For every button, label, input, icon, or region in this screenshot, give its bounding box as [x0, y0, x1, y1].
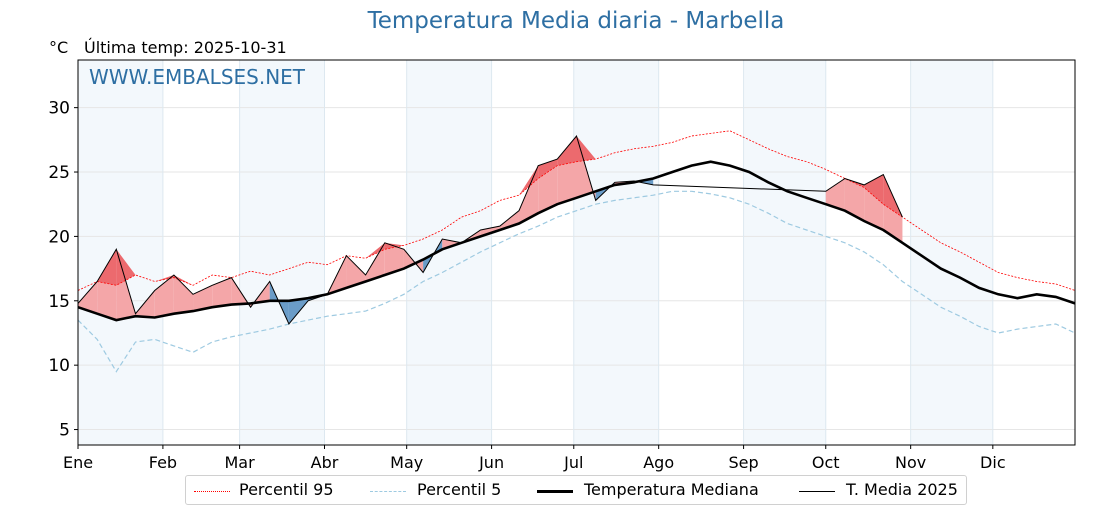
above-median-fill [825, 178, 845, 211]
month-band [239, 60, 325, 445]
x-tick-label: Dic [980, 453, 1006, 472]
y-tick-label: 15 [48, 292, 70, 312]
series-lines [77, 130, 1076, 373]
legend-swatch-median [537, 490, 573, 493]
x-axis: Ene Feb Mar Abr May Jun Jul Ago Sep Oct Nov Dic [63, 445, 1006, 472]
above-median-fill [135, 290, 155, 318]
x-tick-label: Oct [812, 453, 840, 472]
legend-label-p5: Percentil 5 [417, 480, 502, 499]
legend-label-median: Temperatura Mediana [584, 480, 759, 499]
above-p95-fill [365, 242, 385, 259]
above-p95-fill [576, 135, 596, 162]
y-unit-label: °C [49, 38, 69, 57]
above-p95-fill [518, 165, 539, 196]
above-p95-fill [154, 275, 174, 282]
month-band [910, 60, 993, 445]
month-band [78, 60, 163, 445]
above-p95-fill [173, 275, 194, 286]
x-tick-label: Mar [225, 453, 256, 472]
chart-title: Temperatura Media diaria - Marbella [367, 8, 785, 34]
legend-swatch-media-2025 [799, 491, 835, 492]
above-median-fill [212, 277, 232, 308]
above-median-fill [346, 255, 366, 288]
above-median-fill [365, 242, 385, 282]
percentil-5-line [77, 190, 1076, 373]
above-p95-fill [864, 174, 884, 205]
x-tick-label: May [390, 453, 423, 472]
y-tick-label: 30 [48, 99, 70, 119]
percentil-95-line [77, 130, 1076, 291]
x-tick-label: Jul [563, 453, 583, 472]
above-p95-fill [97, 249, 117, 286]
y-tick-label: 25 [48, 163, 70, 183]
x-tick-label: Feb [149, 453, 177, 472]
anomaly-fills [78, 135, 903, 324]
x-tick-label: Jun [478, 453, 504, 472]
above-median-fill [384, 242, 404, 276]
x-tick-label: Ene [63, 453, 93, 472]
y-tick-label: 5 [59, 421, 70, 441]
month-band [573, 60, 659, 445]
last-temp-label: Última temp: 2025-10-31 [84, 38, 287, 57]
legend-label-media-2025: T. Media 2025 [846, 480, 958, 499]
watermark: WWW.EMBALSES.NET [89, 65, 306, 89]
y-tick-label: 20 [48, 227, 70, 247]
above-median-fill [173, 275, 194, 314]
legend-swatch-p95 [194, 491, 230, 492]
above-median-fill [844, 178, 865, 221]
legend-swatch-p5 [370, 491, 406, 492]
legend-label-p95: Percentil 95 [239, 480, 334, 499]
month-band [743, 60, 826, 445]
x-tick-label: Sep [729, 453, 759, 472]
above-p95-fill [116, 249, 136, 286]
above-median-fill [78, 281, 98, 314]
x-tick-label: Ago [643, 453, 674, 472]
media-2025-line [77, 134, 903, 325]
median-line [77, 160, 1076, 322]
y-axis: 5 10 15 20 25 30 [48, 60, 79, 445]
legend: Percentil 95 Percentil 5 Temperatura Med… [185, 475, 967, 505]
x-tick-label: Abr [311, 453, 339, 472]
y-tick-label: 10 [48, 356, 70, 376]
x-tick-label: Nov [895, 453, 926, 472]
month-band [406, 60, 492, 445]
above-p95-fill [557, 135, 577, 166]
above-median-fill [154, 275, 174, 318]
above-median-fill [193, 285, 213, 312]
month-bands [78, 60, 993, 445]
